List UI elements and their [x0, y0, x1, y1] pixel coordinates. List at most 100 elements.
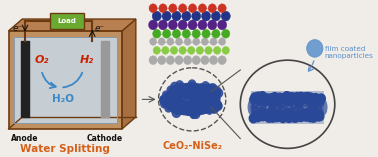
Circle shape: [283, 112, 291, 121]
Circle shape: [254, 92, 262, 101]
Circle shape: [170, 106, 177, 113]
Circle shape: [162, 46, 169, 54]
Circle shape: [252, 94, 260, 103]
Circle shape: [268, 94, 277, 103]
Circle shape: [198, 83, 204, 90]
Circle shape: [202, 29, 210, 38]
Circle shape: [311, 94, 320, 103]
Circle shape: [160, 95, 169, 105]
Text: Cathode: Cathode: [87, 134, 123, 143]
Circle shape: [312, 111, 320, 120]
Circle shape: [277, 103, 283, 109]
Circle shape: [262, 99, 269, 106]
Circle shape: [171, 99, 178, 107]
Circle shape: [254, 112, 263, 121]
Circle shape: [317, 99, 324, 106]
Circle shape: [263, 111, 272, 120]
Circle shape: [297, 111, 305, 119]
Circle shape: [311, 107, 318, 114]
Circle shape: [222, 29, 230, 38]
Circle shape: [309, 106, 316, 113]
Circle shape: [317, 95, 325, 103]
Circle shape: [282, 95, 289, 103]
Circle shape: [315, 95, 323, 103]
Circle shape: [218, 4, 226, 13]
Circle shape: [168, 20, 177, 30]
Circle shape: [162, 11, 171, 21]
Circle shape: [280, 100, 287, 108]
Circle shape: [175, 80, 184, 90]
Circle shape: [304, 92, 312, 101]
Circle shape: [296, 97, 304, 105]
Circle shape: [149, 20, 158, 30]
Circle shape: [213, 99, 222, 109]
Circle shape: [180, 88, 189, 97]
Circle shape: [285, 108, 291, 116]
Circle shape: [219, 38, 226, 45]
Circle shape: [277, 94, 286, 103]
Circle shape: [294, 97, 301, 105]
Circle shape: [301, 111, 308, 120]
Circle shape: [301, 105, 307, 111]
Circle shape: [164, 103, 173, 113]
Circle shape: [289, 113, 297, 122]
Circle shape: [309, 113, 318, 122]
Circle shape: [316, 110, 323, 118]
Circle shape: [271, 93, 279, 101]
Circle shape: [279, 95, 286, 103]
Circle shape: [313, 95, 321, 103]
Polygon shape: [122, 19, 136, 129]
Circle shape: [316, 103, 321, 109]
Circle shape: [264, 95, 272, 103]
Polygon shape: [9, 19, 136, 31]
Circle shape: [302, 95, 310, 103]
Circle shape: [209, 56, 218, 65]
Circle shape: [308, 100, 314, 107]
Circle shape: [274, 113, 282, 122]
Circle shape: [187, 92, 196, 101]
Circle shape: [285, 114, 293, 122]
Circle shape: [211, 104, 220, 114]
Circle shape: [305, 97, 312, 105]
Circle shape: [198, 4, 206, 13]
Circle shape: [201, 103, 209, 111]
Circle shape: [297, 92, 305, 101]
Circle shape: [258, 92, 266, 101]
Circle shape: [283, 105, 288, 111]
Circle shape: [298, 112, 306, 121]
Circle shape: [302, 95, 310, 104]
Circle shape: [201, 11, 211, 21]
Circle shape: [257, 108, 264, 115]
Circle shape: [266, 96, 274, 104]
Circle shape: [286, 97, 294, 105]
Circle shape: [288, 108, 295, 115]
Circle shape: [222, 46, 229, 54]
Circle shape: [249, 114, 257, 123]
Circle shape: [251, 104, 257, 111]
Circle shape: [214, 102, 222, 111]
Circle shape: [296, 100, 303, 107]
Circle shape: [255, 96, 262, 104]
Circle shape: [264, 112, 272, 121]
Circle shape: [297, 113, 305, 122]
Circle shape: [260, 103, 266, 109]
Circle shape: [300, 109, 307, 117]
Circle shape: [269, 103, 274, 109]
Circle shape: [267, 94, 276, 103]
Circle shape: [293, 95, 301, 104]
Circle shape: [166, 85, 175, 95]
Ellipse shape: [320, 99, 327, 115]
Circle shape: [306, 107, 313, 114]
Circle shape: [307, 99, 314, 106]
Circle shape: [289, 110, 296, 119]
Circle shape: [293, 92, 301, 101]
Circle shape: [208, 87, 217, 96]
Circle shape: [209, 85, 216, 92]
Circle shape: [276, 93, 284, 102]
Circle shape: [158, 38, 165, 45]
Text: Water Splitting: Water Splitting: [20, 144, 110, 154]
Circle shape: [281, 111, 289, 120]
Circle shape: [149, 4, 157, 13]
Circle shape: [256, 99, 263, 106]
Circle shape: [277, 111, 285, 119]
